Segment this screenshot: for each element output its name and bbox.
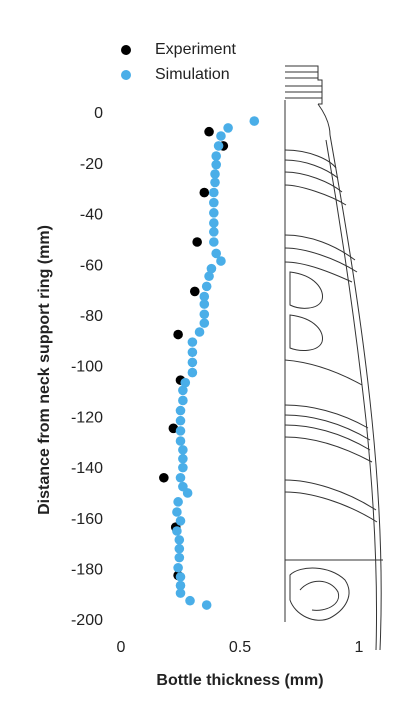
- data-point: [175, 426, 186, 436]
- data-point: [209, 237, 219, 247]
- data-point: [175, 472, 186, 483]
- data-point: [178, 462, 188, 473]
- data-point: [209, 227, 219, 237]
- legend-label: Experiment: [155, 41, 236, 58]
- data-point: [178, 453, 188, 464]
- data-point: [209, 208, 219, 218]
- legend-label: Simulation: [155, 66, 230, 83]
- data-point: [211, 159, 221, 170]
- data-point: [249, 116, 260, 126]
- data-point: [211, 151, 221, 161]
- data-point: [185, 595, 195, 606]
- y-tick-label: 0: [94, 105, 103, 122]
- data-point: [175, 436, 186, 446]
- data-point: [172, 526, 182, 536]
- data-point: [201, 600, 212, 610]
- data-point: [204, 126, 214, 137]
- data-point: [210, 169, 220, 179]
- data-point: [178, 385, 188, 396]
- data-point: [209, 197, 219, 208]
- data-point: [187, 337, 198, 347]
- data-point: [187, 367, 198, 378]
- data-point: [201, 281, 212, 292]
- y-tick-label: -40: [80, 207, 103, 224]
- x-tick-label: 0.5: [229, 639, 251, 656]
- data-point: [187, 357, 198, 368]
- data-point: [175, 405, 186, 416]
- data-point: [173, 562, 183, 573]
- data-point: [172, 507, 182, 517]
- data-point: [173, 329, 183, 340]
- data-point: [174, 552, 185, 563]
- data-point: [206, 263, 217, 274]
- data-point: [178, 395, 188, 406]
- data-point: [175, 580, 186, 591]
- data-point: [187, 347, 198, 358]
- data-point: [194, 327, 205, 337]
- y-tick-label: -140: [71, 460, 103, 477]
- data-point: [199, 318, 210, 328]
- data-point: [199, 299, 210, 309]
- data-point: [199, 187, 210, 198]
- data-point: [223, 123, 233, 133]
- y-tick-label: -20: [80, 156, 103, 173]
- data-point: [173, 497, 183, 507]
- data-point: [159, 472, 169, 483]
- data-point: [175, 516, 186, 526]
- data-point: [174, 535, 185, 545]
- x-tick-label: 1: [355, 639, 364, 656]
- data-point: [204, 271, 214, 282]
- legend-marker: [121, 45, 131, 55]
- y-axis-label: Distance from neck support ring (mm): [36, 225, 53, 515]
- data-point: [175, 415, 186, 426]
- data-point: [209, 187, 219, 198]
- data-point: [211, 248, 221, 259]
- data-point: [199, 291, 210, 302]
- x-axis-label: Bottle thickness (mm): [156, 672, 323, 689]
- legend-marker: [121, 70, 131, 80]
- data-point: [216, 131, 226, 141]
- bottle-drawing: [284, 65, 383, 651]
- data-point: [192, 237, 202, 247]
- y-tick-label: -200: [71, 612, 103, 629]
- y-tick-label: -160: [71, 511, 103, 528]
- data-point: [199, 309, 210, 320]
- y-tick-label: -100: [71, 359, 103, 376]
- data-point: [213, 141, 224, 151]
- data-point: [182, 488, 193, 498]
- data-point: [209, 218, 219, 228]
- data-point: [216, 256, 226, 266]
- data-point: [175, 588, 186, 598]
- y-tick-label: -60: [80, 257, 103, 274]
- x-tick-label: 0: [117, 639, 126, 656]
- y-tick-label: -80: [80, 308, 103, 325]
- data-point: [178, 445, 188, 455]
- data-point: [180, 377, 191, 388]
- data-point: [210, 177, 220, 188]
- data-point: [175, 572, 186, 582]
- data-point: [174, 543, 185, 554]
- y-tick-label: -120: [71, 409, 103, 426]
- data-point: [189, 286, 200, 297]
- y-tick-label: -180: [71, 562, 103, 579]
